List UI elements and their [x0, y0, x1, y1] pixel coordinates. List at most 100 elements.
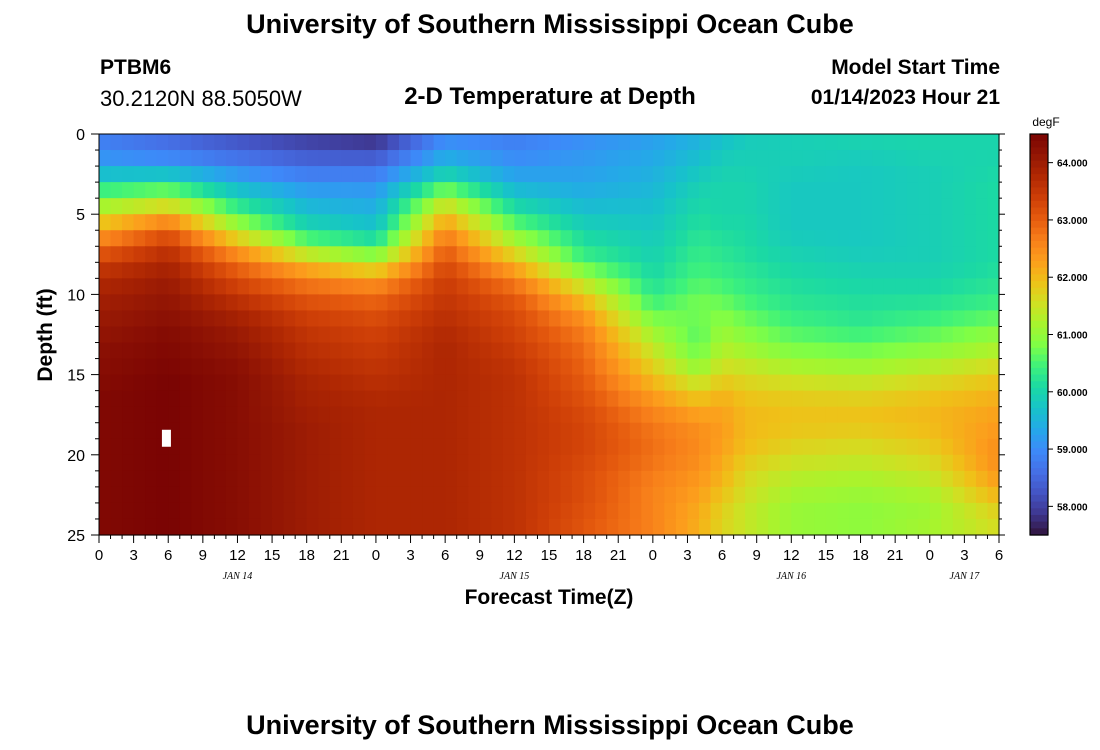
heatmap-cell: [652, 134, 665, 151]
heatmap-cell: [306, 198, 319, 215]
heatmap-cell: [479, 518, 492, 536]
x-tick-label: 9: [753, 547, 761, 564]
heatmap-cell: [456, 294, 469, 312]
heatmap-cell: [606, 294, 619, 312]
heatmap-cell: [168, 198, 181, 215]
heatmap-cell: [375, 502, 389, 520]
heatmap-cell: [791, 166, 804, 183]
heatmap-cell: [433, 390, 446, 408]
heatmap-cell: [872, 454, 885, 472]
heatmap-cell: [514, 294, 527, 312]
heatmap-cell: [399, 454, 412, 472]
heatmap-cell: [964, 422, 977, 440]
heatmap-cell: [456, 390, 469, 408]
heatmap-cell: [537, 246, 550, 263]
heatmap-cell: [225, 230, 239, 247]
heatmap-cell: [318, 470, 331, 488]
heatmap-cell: [860, 486, 873, 504]
heatmap-cell: [652, 262, 665, 279]
heatmap-cell: [629, 358, 642, 376]
heatmap-cell: [306, 486, 319, 504]
heatmap-cell: [872, 230, 885, 247]
heatmap-cell: [918, 390, 931, 408]
heatmap-cell: [825, 214, 839, 231]
heatmap-cell: [641, 150, 654, 167]
heatmap-cell: [895, 438, 908, 456]
colorbar-unit: degF: [1032, 115, 1059, 129]
heatmap-cell: [652, 406, 665, 424]
heatmap-cell: [168, 502, 181, 520]
heatmap-cell: [318, 166, 331, 183]
heatmap-cell: [606, 470, 619, 488]
heatmap-cell: [456, 198, 469, 215]
heatmap-cell: [652, 470, 665, 488]
heatmap-cell: [272, 198, 285, 215]
heatmap-cell: [641, 342, 654, 360]
heatmap-cell: [860, 150, 873, 167]
heatmap-cell: [652, 246, 665, 263]
heatmap-cell: [825, 166, 839, 183]
heatmap-cell: [99, 150, 112, 167]
heatmap-cell: [202, 390, 215, 408]
heatmap-cell: [468, 486, 481, 504]
heatmap-cell: [918, 326, 931, 344]
heatmap-cell: [952, 438, 965, 456]
heatmap-cell: [468, 278, 481, 295]
heatmap-cell: [802, 470, 815, 488]
heatmap-cell: [791, 486, 804, 504]
heatmap-cell: [883, 198, 896, 215]
heatmap-cell: [156, 278, 169, 295]
heatmap-cell: [191, 486, 204, 504]
heatmap-cell: [156, 246, 169, 263]
heatmap-cell: [272, 310, 285, 328]
heatmap-cell: [410, 470, 423, 488]
colorbar-step: [1030, 401, 1048, 409]
x-day-label: JAN 15: [500, 571, 530, 582]
plot-title: 2-D Temperature at Depth: [404, 83, 696, 110]
heatmap-cell: [525, 358, 539, 376]
heatmap-cell: [652, 358, 665, 376]
x-day-label: JAN 14: [223, 571, 253, 582]
heatmap-cell: [652, 198, 665, 215]
heatmap-cell: [837, 358, 850, 376]
heatmap-cell: [375, 326, 389, 344]
heatmap-cell: [399, 438, 412, 456]
heatmap-cell: [814, 310, 827, 328]
heatmap-cell: [375, 422, 389, 440]
heatmap-cell: [525, 406, 539, 424]
heatmap-cell: [341, 374, 354, 392]
heatmap-cell: [964, 150, 977, 167]
heatmap-cell: [237, 262, 250, 279]
heatmap-cell: [122, 390, 135, 408]
heatmap-cell: [387, 326, 400, 344]
heatmap-cell: [191, 470, 204, 488]
heatmap-cell: [318, 262, 331, 279]
heatmap-cell: [306, 150, 319, 167]
heatmap-cell: [468, 342, 481, 360]
heatmap-cell: [791, 246, 804, 263]
heatmap-cell: [306, 246, 319, 263]
heatmap-cell: [987, 422, 1000, 440]
heatmap-cell: [629, 262, 642, 279]
heatmap-cell: [99, 326, 112, 344]
heatmap-cell: [225, 518, 239, 536]
heatmap-cell: [733, 342, 746, 360]
heatmap-cell: [295, 278, 308, 295]
heatmap-cell: [225, 486, 239, 504]
heatmap-cell: [375, 134, 389, 151]
heatmap-cell: [537, 166, 550, 183]
heatmap-cell: [99, 502, 112, 520]
heatmap-cell: [479, 134, 492, 151]
heatmap-cell: [364, 518, 377, 536]
heatmap-cell: [110, 278, 123, 295]
heatmap-cell: [641, 294, 654, 312]
heatmap-cell: [837, 294, 850, 312]
heatmap-cell: [202, 486, 215, 504]
heatmap-cell: [168, 294, 181, 312]
heatmap-cell: [341, 134, 354, 151]
heatmap-cell: [433, 310, 446, 328]
heatmap-cell: [652, 374, 665, 392]
heatmap-cell: [906, 150, 919, 167]
colorbar-step: [1030, 354, 1048, 362]
heatmap-cell: [814, 230, 827, 247]
